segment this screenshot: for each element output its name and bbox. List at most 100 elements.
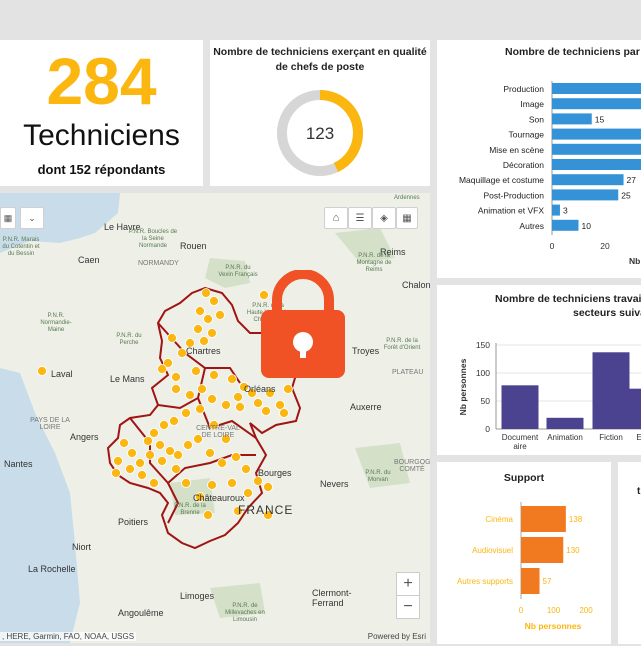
grid-icon: ▦ bbox=[3, 212, 13, 223]
technicien-point bbox=[197, 384, 207, 394]
technicien-point bbox=[203, 510, 213, 520]
technicien-point bbox=[163, 358, 173, 368]
technicien-point bbox=[233, 392, 243, 402]
layers-button[interactable]: ◈ bbox=[372, 207, 396, 229]
technicien-point bbox=[185, 338, 195, 348]
technicien-point bbox=[183, 440, 193, 450]
data-label: 130 bbox=[566, 546, 580, 555]
category-label: Post-Production bbox=[484, 190, 545, 200]
map-panel[interactable]: Le Havre Rouen Caen NORMANDY Reims Chalo… bbox=[0, 193, 430, 643]
place-label: Le Mans bbox=[110, 374, 145, 384]
place-label: Troyes bbox=[352, 346, 380, 356]
technicien-point bbox=[253, 476, 263, 486]
x-tick-label: 200 bbox=[579, 606, 593, 615]
basemap-button[interactable]: ▦ bbox=[0, 207, 16, 229]
fonctions-panel: Nombre de techniciens par f Production Im… bbox=[437, 40, 641, 278]
kpi-panel: 284 Techniciens dont 152 répondants bbox=[0, 40, 203, 186]
bar bbox=[552, 204, 560, 216]
expand-button[interactable]: ⌄ bbox=[20, 207, 44, 229]
park-label: P.N.R. de la Brenne bbox=[174, 503, 206, 516]
secteurs-title-2: secteurs suiva bbox=[573, 307, 641, 319]
place-label: Poitiers bbox=[118, 517, 149, 527]
y-tick-label: 100 bbox=[476, 368, 490, 378]
place-label: Angers bbox=[70, 432, 99, 442]
map-canvas[interactable] bbox=[0, 193, 430, 643]
place-label: Auxerre bbox=[350, 402, 382, 412]
bar bbox=[552, 83, 641, 94]
bar bbox=[552, 128, 641, 140]
place-label: Nevers bbox=[320, 479, 349, 489]
technicien-point bbox=[227, 478, 237, 488]
place-label: La Rochelle bbox=[28, 564, 76, 574]
park-label: Ardennes bbox=[394, 195, 420, 201]
place-label: NORMANDY bbox=[138, 260, 179, 267]
category-label: Production bbox=[503, 84, 544, 94]
technicien-point bbox=[157, 456, 167, 466]
technicien-point bbox=[227, 374, 237, 384]
technicien-point bbox=[217, 458, 227, 468]
x-tick-label: 0 bbox=[519, 606, 524, 615]
category-label: Cinéma bbox=[485, 515, 513, 524]
technicien-point bbox=[165, 446, 175, 456]
technicien-point bbox=[261, 406, 271, 416]
data-label: 25 bbox=[621, 190, 631, 200]
technicien-point bbox=[279, 408, 289, 418]
technicien-point bbox=[177, 348, 187, 358]
technicien-point bbox=[207, 394, 217, 404]
zoom-out-button[interactable]: − bbox=[396, 595, 420, 619]
category-label: E bbox=[636, 433, 641, 442]
kpi-sub: dont 152 répondants bbox=[37, 162, 166, 177]
gauge-title-1: Nombre de techniciens exerçant en qualit… bbox=[213, 46, 427, 58]
technicien-point bbox=[171, 372, 181, 382]
support-chart: Cinéma 138 Audiovisuel 130 Autres supports 57… bbox=[457, 502, 593, 631]
technicien-point bbox=[235, 402, 245, 412]
category-label: Animation bbox=[547, 433, 583, 442]
data-label: 3 bbox=[563, 206, 568, 216]
technicien-point bbox=[209, 370, 219, 380]
technicien-point bbox=[201, 288, 211, 298]
technicien-point bbox=[171, 464, 181, 474]
sea-area-west bbox=[0, 368, 80, 643]
category-label: Document bbox=[502, 433, 539, 442]
legend-button[interactable]: ☰ bbox=[348, 207, 372, 229]
technicien-point bbox=[149, 478, 159, 488]
region-border bbox=[129, 417, 256, 485]
technicien-point bbox=[209, 420, 219, 430]
region-border bbox=[167, 482, 180, 524]
layers-icon: ◈ bbox=[380, 212, 388, 224]
bar bbox=[501, 385, 539, 429]
basemap-gallery-button[interactable]: ▦ bbox=[396, 207, 418, 229]
data-label: 15 bbox=[595, 114, 605, 124]
technicien-point bbox=[169, 416, 179, 426]
attribution-right[interactable]: Powered by Esri bbox=[367, 632, 426, 641]
region-label: BOURGOGNE COMTÉ bbox=[394, 459, 430, 473]
region-border bbox=[197, 397, 257, 439]
grid-icon: ▦ bbox=[402, 212, 412, 224]
technicien-point bbox=[205, 448, 215, 458]
technicien-point bbox=[127, 448, 137, 458]
park-label: P.N.R. de la Montagne de Reims bbox=[356, 253, 392, 273]
park-area bbox=[355, 443, 410, 488]
park-label: P.N.R. Marais du Cotentin et du Bessin bbox=[2, 237, 40, 257]
technicien-point bbox=[171, 384, 181, 394]
home-icon: ⌂ bbox=[332, 212, 340, 224]
category-label: Son bbox=[529, 114, 544, 124]
place-label: Chartres bbox=[186, 346, 221, 356]
park-label: P.N.R. de Millevaches en Limousin bbox=[225, 603, 265, 623]
technicien-point bbox=[283, 384, 293, 394]
place-label: Laval bbox=[51, 369, 73, 379]
place-label: Angoulême bbox=[118, 608, 164, 618]
zoom-in-button[interactable]: + bbox=[396, 572, 420, 596]
technicien-point bbox=[259, 290, 269, 300]
place-label: Bourges bbox=[258, 468, 292, 478]
home-button[interactable]: ⌂ bbox=[324, 207, 348, 229]
x-tick-label: 0 bbox=[550, 241, 555, 251]
gauge-title-2: de chefs de poste bbox=[275, 61, 365, 73]
category-label: aire bbox=[513, 442, 527, 451]
category-label: Maquillage et costume bbox=[459, 175, 544, 185]
gauge-value: 123 bbox=[305, 124, 335, 143]
place-label: Caen bbox=[78, 255, 100, 265]
technicien-point bbox=[231, 452, 241, 462]
technicien-point bbox=[135, 458, 145, 468]
